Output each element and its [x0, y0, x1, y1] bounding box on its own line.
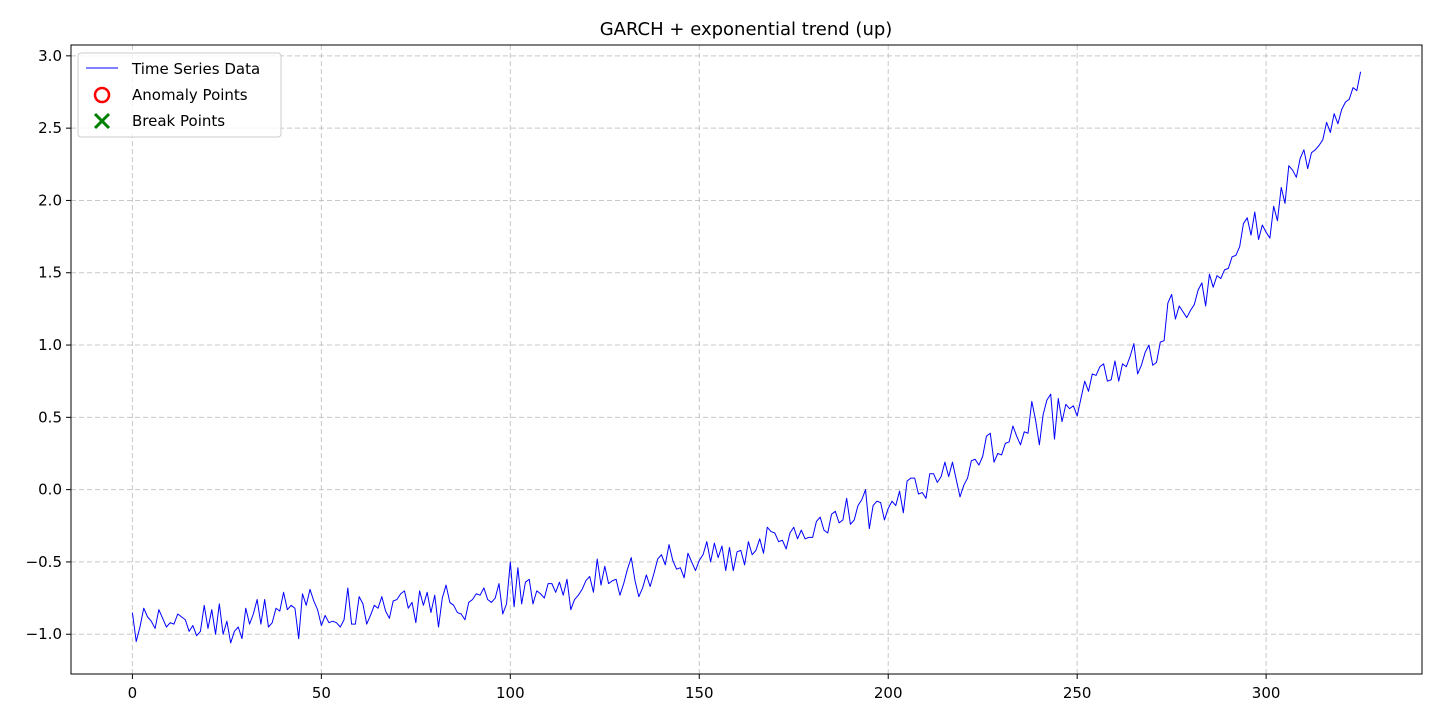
y-tick-label: −1.0 — [26, 625, 62, 643]
y-tick-label: 1.5 — [38, 264, 62, 282]
x-tick-label: 0 — [128, 684, 138, 702]
plot-frame — [70, 44, 1423, 675]
y-tick-label: 0.0 — [38, 481, 62, 499]
y-tick-label: 3.0 — [38, 47, 62, 65]
x-tick-label: 50 — [312, 684, 331, 702]
x-tick-label: 100 — [496, 684, 525, 702]
grid — [71, 45, 1422, 674]
y-tick-label: 2.5 — [38, 119, 62, 137]
y-axis: −1.0 −0.5 0.0 0.5 1.0 1.5 2.0 2.5 3.0 — [26, 47, 71, 643]
y-tick-label: 2.0 — [38, 191, 62, 209]
x-tick-label: 150 — [685, 684, 714, 702]
x-axis: 0 50 100 150 200 250 300 — [128, 674, 1281, 702]
chart-title: GARCH + exponential trend (up) — [600, 19, 893, 40]
legend-label-break-points: Break Points — [132, 112, 225, 130]
x-tick-label: 200 — [874, 684, 903, 702]
legend-label-time-series: Time Series Data — [131, 60, 260, 78]
legend: Time Series Data Anomaly Points Break Po… — [77, 52, 282, 138]
y-tick-label: −0.5 — [26, 553, 62, 571]
y-tick-label: 0.5 — [38, 408, 62, 426]
x-tick-label: 250 — [1063, 684, 1092, 702]
x-tick-label: 300 — [1252, 684, 1281, 702]
anomaly-points-marker — [93, 86, 111, 104]
legend-label-anomaly-points: Anomaly Points — [132, 86, 248, 104]
legend-box — [77, 52, 282, 138]
series-layer — [131, 71, 1362, 644]
y-tick-label: 1.0 — [38, 336, 62, 354]
series-line-time-series-data — [131, 71, 1362, 644]
break-points-marker — [93, 112, 111, 130]
